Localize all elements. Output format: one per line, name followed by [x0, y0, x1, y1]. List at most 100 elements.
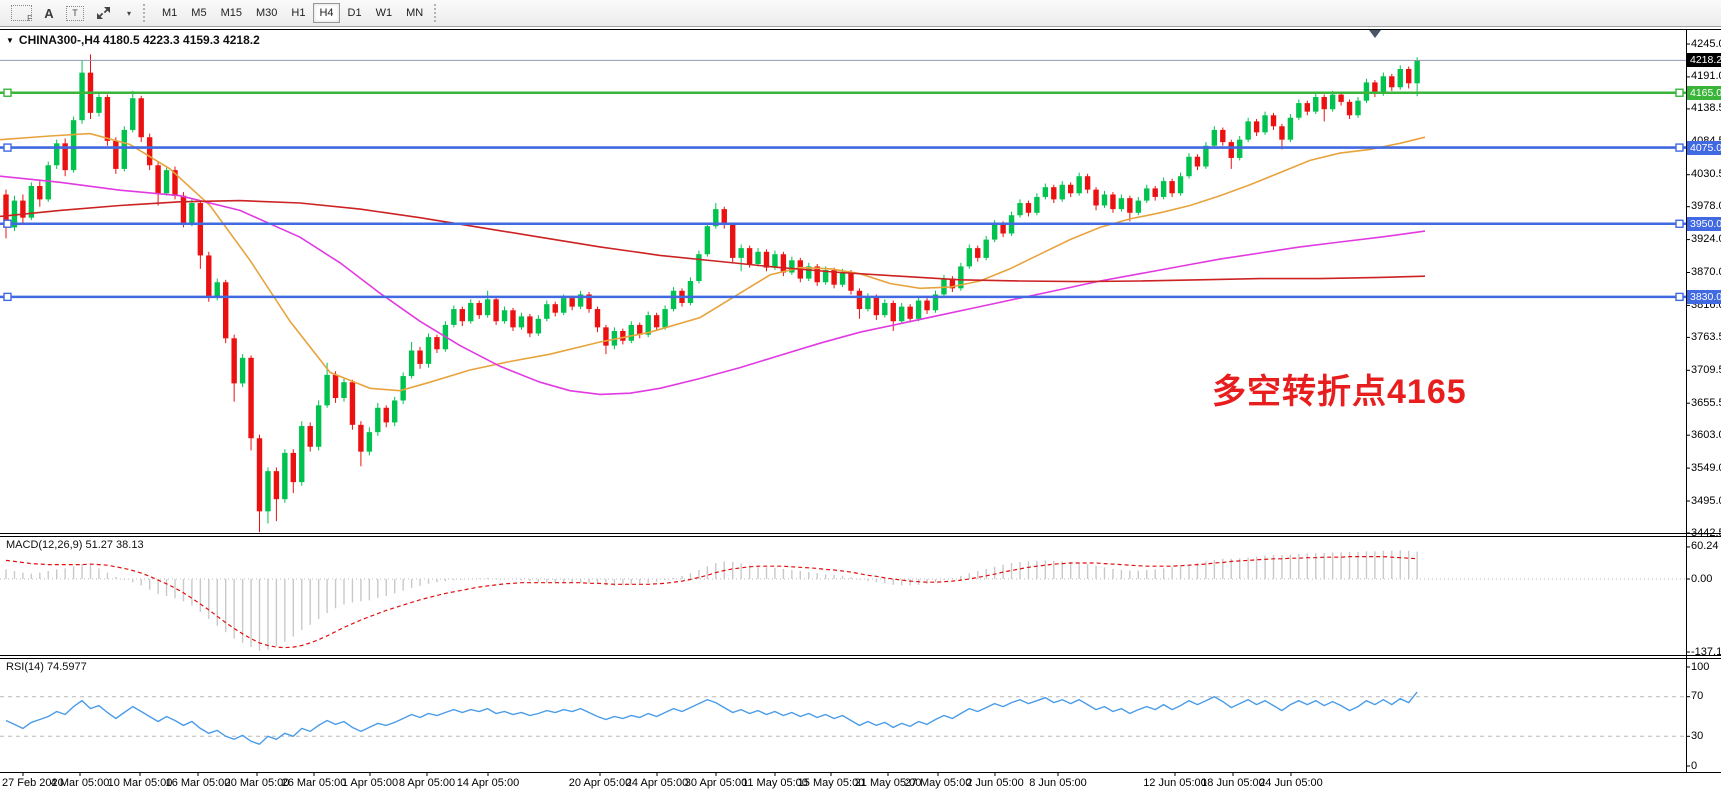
ma-fast-orange	[0, 132, 1426, 392]
timeframe-button-mn[interactable]: MN	[406, 7, 424, 19]
candle-down	[653, 315, 660, 328]
candle-up	[1262, 115, 1268, 133]
candle-up	[1329, 94, 1336, 110]
candle-down	[248, 357, 254, 439]
candle-down	[349, 382, 356, 425]
candle-up	[239, 357, 246, 384]
candle-up	[941, 278, 947, 295]
frame-f-icon[interactable]: F	[6, 3, 37, 23]
candle-up	[1203, 145, 1209, 167]
candle-down	[332, 374, 339, 399]
candle-up	[1101, 194, 1108, 206]
timeframe-button-m15[interactable]: M15	[220, 7, 242, 19]
candle-up	[1245, 121, 1251, 140]
timeframe-button-d1[interactable]: D1	[347, 7, 362, 19]
candle-up	[544, 304, 550, 319]
candle-up	[130, 98, 136, 130]
macd-signal-line	[5, 555, 1418, 649]
axis-ticks	[22, 43, 1690, 776]
candle-up	[687, 281, 694, 303]
candle-up	[518, 316, 525, 328]
candle-up	[1414, 60, 1420, 84]
candle-down	[37, 185, 43, 200]
timeframe-button-w1[interactable]: W1	[375, 7, 393, 19]
candle-down	[1389, 76, 1395, 88]
candle-up	[11, 200, 18, 228]
candle-up	[375, 407, 381, 433]
timeframe-button-h4[interactable]: H4	[313, 3, 340, 23]
candle-up	[28, 185, 35, 218]
candle-down	[1093, 189, 1099, 206]
candle-up	[577, 294, 584, 307]
candle-down	[721, 209, 727, 225]
candle-up	[425, 337, 432, 364]
candle-down	[907, 306, 913, 319]
candle-up	[1059, 184, 1065, 200]
arrow-tools-icon[interactable]	[91, 3, 116, 23]
candle-up	[1177, 176, 1184, 194]
candle-down	[1346, 101, 1353, 116]
candle-up	[696, 254, 702, 282]
timeframe-button-h1[interactable]: H1	[291, 7, 306, 19]
candle-up	[958, 266, 964, 289]
candle-down	[172, 170, 178, 196]
candle-down	[62, 143, 68, 171]
candle-up	[561, 298, 567, 313]
candle-up	[96, 97, 102, 113]
timeframe-button-m30[interactable]: M30	[255, 7, 278, 19]
text-box-icon[interactable]: T	[61, 3, 89, 23]
candle-down	[434, 337, 440, 350]
candle-up	[713, 209, 719, 227]
candle-down	[730, 224, 736, 258]
candle-up	[611, 331, 618, 346]
candle-down	[620, 331, 626, 341]
candle-up	[932, 294, 939, 311]
dropdown-caret-icon[interactable]: ▾	[126, 8, 131, 18]
timeframe-button-m1[interactable]: M1	[162, 7, 178, 19]
candle-up	[400, 376, 406, 401]
candle-up	[163, 170, 170, 194]
text-label-icon[interactable]: A	[44, 5, 54, 21]
candle-down	[569, 298, 575, 307]
candle-down	[1228, 142, 1234, 158]
candle-up	[45, 165, 51, 200]
candle-down	[890, 302, 896, 322]
candle-down	[1279, 126, 1285, 140]
line-anchor-marker	[1675, 143, 1684, 152]
candle-up	[535, 318, 542, 334]
candle-up	[704, 226, 711, 255]
candle-down	[814, 266, 820, 283]
ma-mid-magenta	[0, 175, 1426, 396]
candle-down	[873, 296, 880, 316]
candle-down	[527, 316, 533, 334]
candle-up	[645, 315, 651, 335]
line-anchor-marker	[1675, 292, 1684, 302]
candle-up	[1034, 196, 1040, 213]
candle-up	[839, 272, 846, 285]
candle-down	[20, 200, 26, 218]
candle-up	[392, 400, 398, 423]
candle-up	[789, 260, 795, 273]
chart-shift-marker	[1369, 30, 1381, 38]
candle-down	[552, 304, 558, 313]
candle-up	[915, 300, 922, 319]
line-anchor-marker	[3, 143, 12, 152]
candle-up	[1076, 176, 1082, 194]
candle-up	[755, 251, 761, 264]
rsi-layer	[0, 691, 1686, 745]
candle-down	[831, 270, 837, 285]
candle-down	[1084, 176, 1091, 190]
candle-down	[1321, 97, 1327, 110]
candle-down	[848, 272, 854, 291]
candle-up	[366, 432, 373, 452]
timeframe-button-m5[interactable]: M5	[191, 7, 207, 19]
candle-up	[1313, 97, 1319, 112]
moving-averages-layer	[0, 132, 1426, 396]
rsi-line	[5, 691, 1418, 745]
candle-up	[1135, 200, 1141, 213]
candle-down	[1253, 121, 1260, 133]
line-anchor-marker	[1675, 88, 1684, 97]
candle-up	[1186, 156, 1192, 177]
